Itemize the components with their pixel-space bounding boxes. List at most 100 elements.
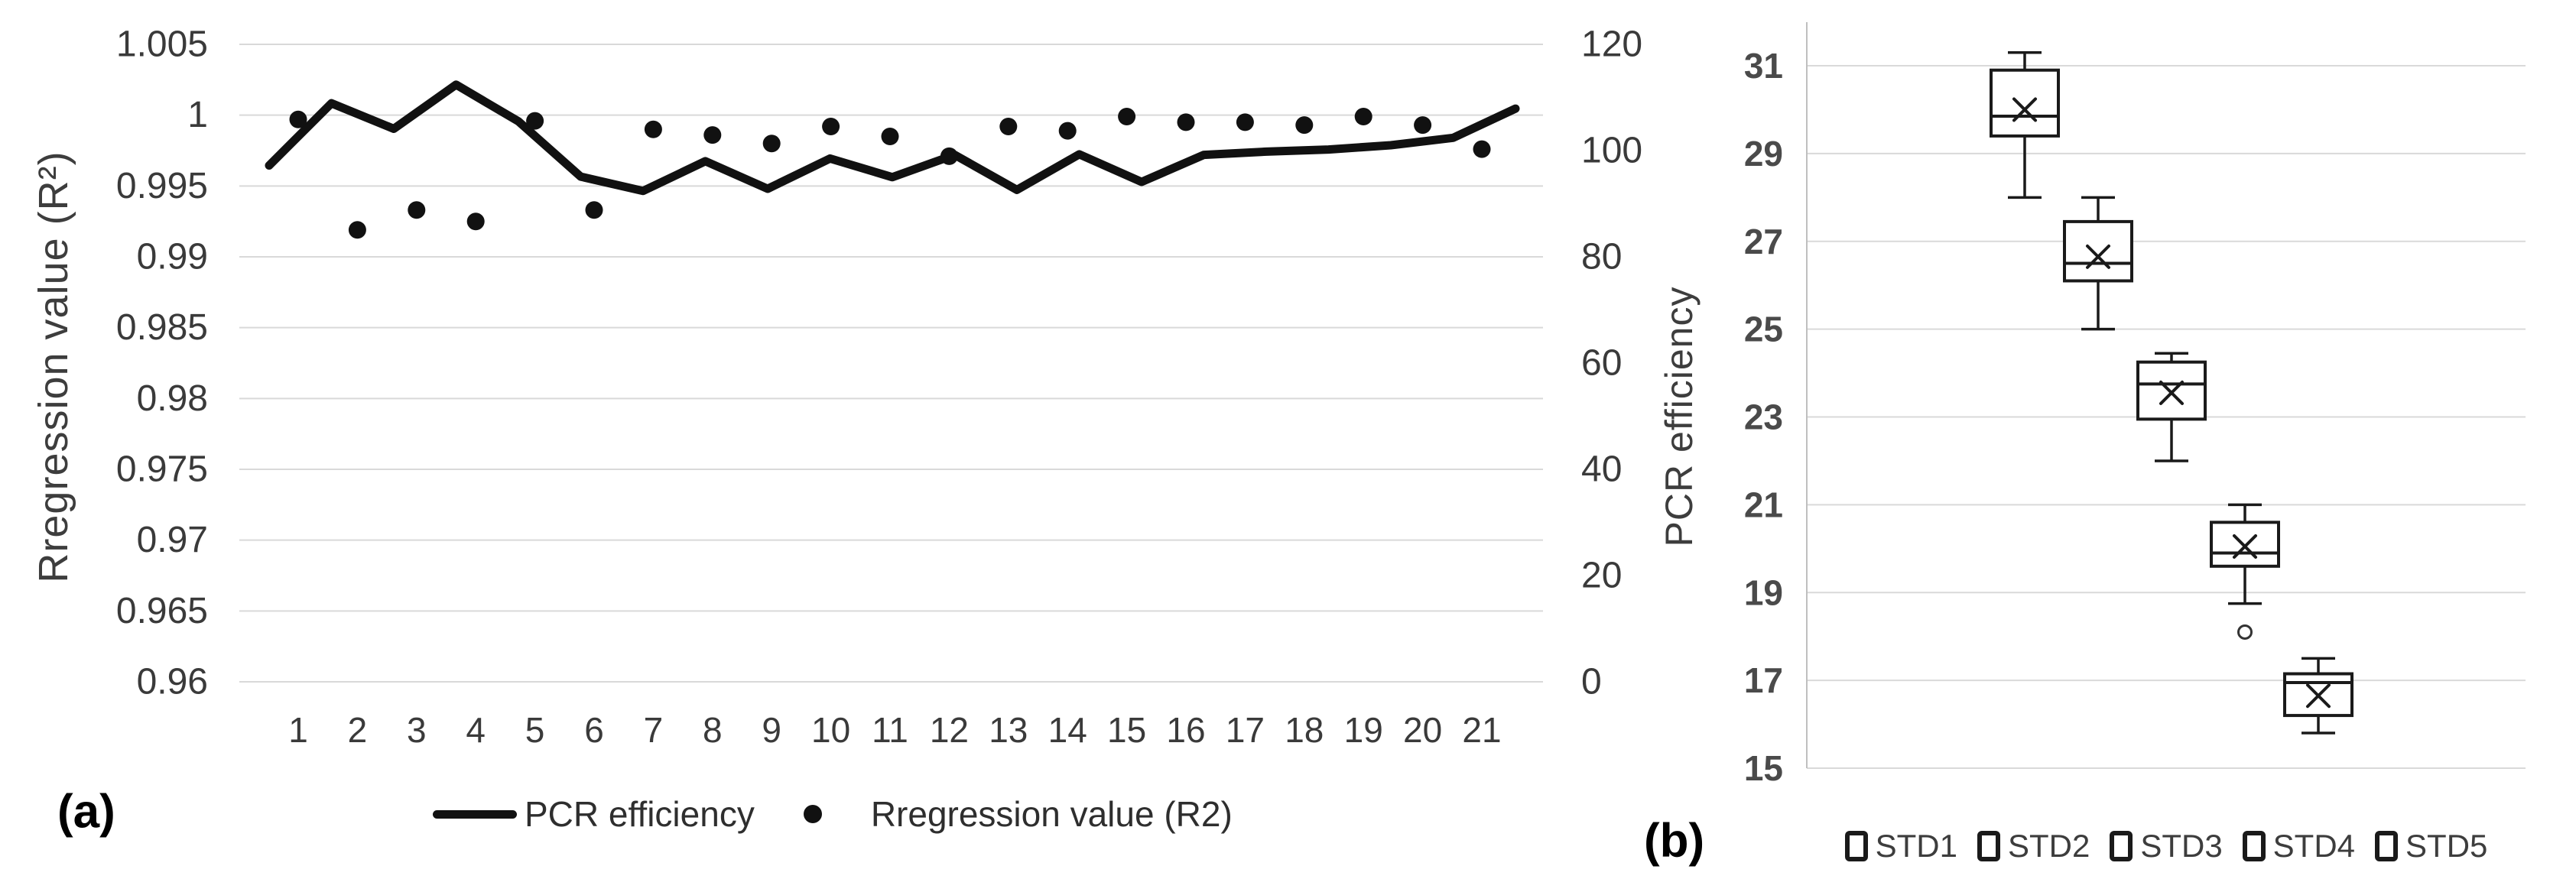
r2-scatter-dot [1118,108,1136,125]
panel-a-y-axis-title: Rregression value (R²) [31,151,76,583]
r2-scatter-dot [822,118,840,135]
panel-b-legend: STD1 STD2 STD3 STD4 STD5 [1807,828,2526,864]
panel-b-y-axis-title: PCR efficiency [1658,286,1701,547]
r2-scatter-dot [999,118,1018,135]
r2-scatter-dot [289,110,307,128]
mean-marker [2306,683,2331,709]
a-left-tick-label: 0.975 [116,449,208,490]
a-x-tick-label: 8 [703,710,723,750]
scatter-series-marker-icon [803,805,822,823]
mean-marker [2086,244,2110,269]
b-y-tick-label: 19 [1744,572,1783,612]
a-right-tick-label: 80 [1581,237,1622,277]
a-right-tick-label: 60 [1581,343,1622,384]
legend-label: STD2 [2007,828,2090,864]
outlier-dot [2237,624,2253,640]
legend-label: STD1 [1875,828,1957,864]
scatter-series-label: Rregression value (R2) [870,794,1233,834]
mean-marker [2012,97,2037,122]
a-x-tick-label: 20 [1403,710,1442,750]
r2-scatter-dot [1354,108,1372,125]
a-x-tick-label: 19 [1344,710,1383,750]
a-x-tick-label: 1 [288,710,308,750]
a-x-tick-label: 15 [1107,710,1146,750]
a-x-tick-label: 6 [584,710,604,750]
a-x-tick-label: 18 [1285,710,1324,750]
box [1990,68,2060,138]
r2-scatter-dot [1236,113,1254,131]
legend-item-std4: STD4 [2242,828,2356,864]
a-left-tick-label: 0.97 [137,520,208,560]
a-left-tick-label: 0.96 [137,662,208,702]
a-x-tick-label: 13 [989,710,1028,750]
a-x-tick-label: 7 [644,710,664,750]
legend-label: STD4 [2272,828,2356,864]
a-left-tick-label: 1 [187,95,208,135]
a-x-tick-label: 21 [1462,710,1501,750]
pcr-efficiency-line [265,80,1520,196]
b-y-tick-label: 27 [1744,222,1783,261]
a-left-tick-label: 0.99 [137,237,208,277]
b-y-tick-label: 21 [1744,485,1783,524]
a-right-tick-label: 0 [1581,662,1602,702]
r2-scatter-dot [703,126,722,144]
b-y-tick-label: 23 [1744,397,1783,437]
box [2210,521,2280,568]
legend-label: STD5 [2405,828,2488,864]
a-x-tick-label: 2 [348,710,368,750]
mean-marker [2159,380,2184,405]
a-right-tick-label: 120 [1581,24,1642,65]
b-y-tick-label: 25 [1744,310,1783,349]
r2-scatter-dot [585,201,603,219]
panel-a-legend: PCR efficiency Rregression value (R2) [433,793,1233,835]
box [2063,219,2133,283]
a-x-tick-label: 10 [811,710,850,750]
panel-b-caption: (b) [1644,814,1705,868]
b-y-tick-label: 15 [1744,748,1783,788]
a-right-tick-label: 100 [1581,131,1642,171]
a-x-tick-label: 3 [407,710,427,750]
r2-scatter-dot [1177,113,1195,131]
line-series-label: PCR efficiency [525,794,755,834]
box-marker-icon [2375,831,2399,861]
a-x-tick-label: 17 [1226,710,1265,750]
a-x-tick-label: 4 [466,710,486,750]
r2-scatter-dot [881,128,899,145]
line-series-marker-icon [433,809,517,819]
box-marker-icon [2242,831,2266,861]
r2-scatter-dot [644,120,662,138]
r2-scatter-dot [466,212,485,231]
a-left-tick-label: 0.98 [137,378,208,419]
a-x-tick-label: 9 [762,710,781,750]
r2-scatter-dot [526,112,544,130]
a-left-tick-label: 0.985 [116,307,208,348]
box-marker-icon [1844,831,1868,861]
box [2136,360,2207,421]
box-marker-icon [1977,831,2000,861]
legend-label: STD3 [2140,828,2223,864]
legend-item-std1: STD1 [1844,828,1957,864]
a-left-tick-label: 0.995 [116,166,208,206]
r2-scatter-dot [940,147,958,165]
a-x-tick-label: 12 [930,710,969,750]
a-x-tick-label: 11 [872,710,908,750]
panel-a-caption: (a) [57,785,115,838]
a-x-tick-label: 14 [1048,710,1087,750]
box-marker-icon [2110,831,2133,861]
a-left-tick-label: 0.965 [116,591,208,631]
legend-item-std3: STD3 [2110,828,2223,864]
a-x-tick-label: 16 [1166,710,1205,750]
r2-scatter-dot [348,221,366,239]
b-y-tick-label: 29 [1744,134,1783,174]
a-right-tick-label: 40 [1581,449,1622,490]
r2-scatter-dot [408,201,426,219]
b-y-tick-label: 31 [1744,46,1783,86]
r2-scatter-dot [1414,116,1432,135]
r2-scatter-dot [1058,122,1077,140]
mean-marker [2233,534,2257,559]
r2-scatter-dot [1295,116,1314,135]
legend-item-std2: STD2 [1977,828,2090,864]
a-right-tick-label: 20 [1581,556,1622,596]
